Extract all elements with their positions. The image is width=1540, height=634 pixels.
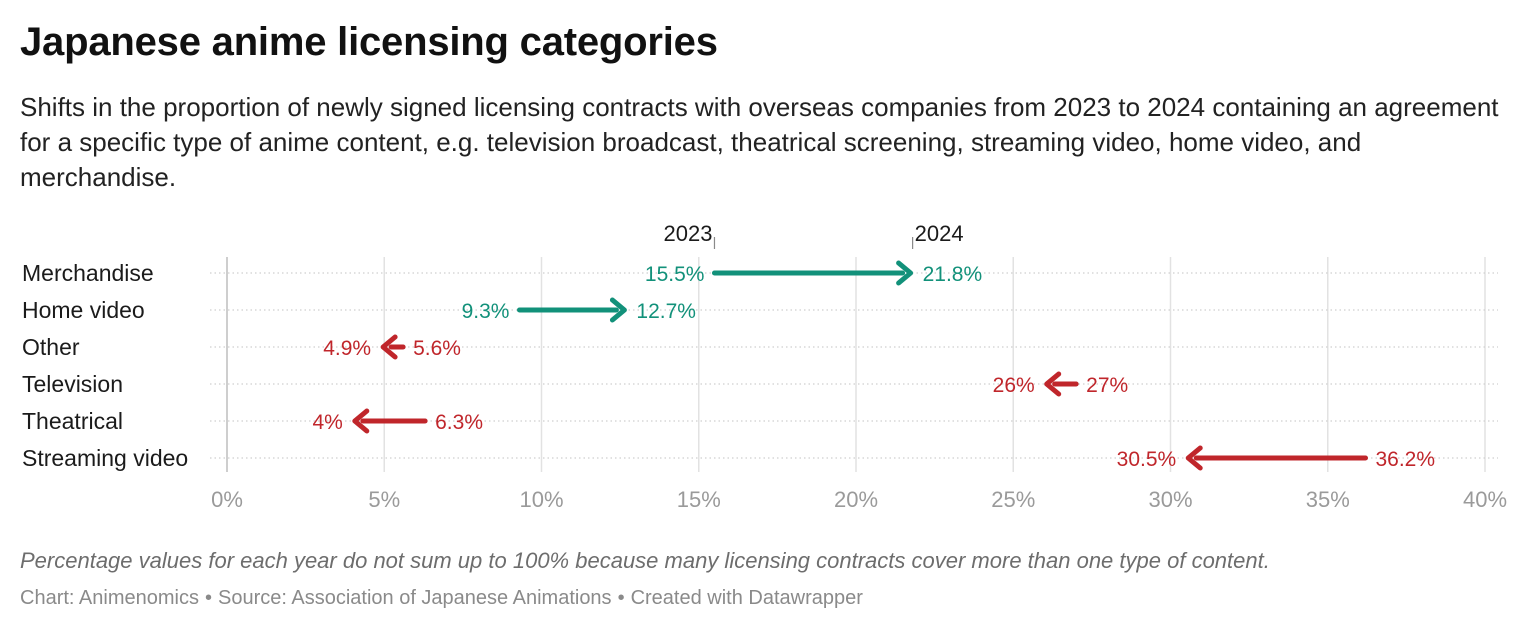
arrow-head bbox=[1044, 371, 1062, 397]
row-labels: Merchandise Home video Other Television Thea… bbox=[22, 260, 188, 471]
separator: • bbox=[617, 587, 625, 609]
x-tick-label: 20% bbox=[834, 487, 878, 512]
chart-subtitle: Shifts in the proportion of newly signed… bbox=[20, 92, 1499, 192]
arrow-head bbox=[609, 297, 627, 323]
x-tick-label: 10% bbox=[519, 487, 563, 512]
arrow-head bbox=[1185, 445, 1203, 471]
row-label: Other bbox=[22, 334, 80, 360]
x-axis-ticks: 0% 5% 10% 15% 20% 25% 30% 35% 40% bbox=[211, 487, 1507, 512]
arrow-head bbox=[352, 408, 370, 434]
value-label-2024: 12.7% bbox=[636, 300, 696, 323]
value-label-2024: 4.9% bbox=[323, 337, 371, 360]
source-credit: Source: Association of Japanese Animatio… bbox=[217, 587, 612, 609]
value-label-2024: 26% bbox=[993, 374, 1035, 397]
gridlines bbox=[210, 257, 1498, 472]
chart-credit: Chart: Animenomics bbox=[20, 587, 199, 609]
arrow-head bbox=[896, 260, 914, 286]
value-label-2024: 30.5% bbox=[1117, 448, 1177, 471]
row-label: Streaming video bbox=[22, 445, 188, 471]
tool-credit: Created with Datawrapper bbox=[630, 587, 863, 609]
value-label-2023: 36.2% bbox=[1375, 448, 1435, 471]
separator: • bbox=[204, 587, 212, 609]
value-label-2024: 4% bbox=[312, 411, 342, 434]
chart-footer: Chart: Animenomics • Source: Association o… bbox=[20, 587, 863, 610]
arrow-chart: Merchandise Home video Other Television Thea… bbox=[22, 221, 1507, 512]
chart-title: Japanese anime licensing categories bbox=[20, 20, 718, 64]
row-label: Merchandise bbox=[22, 260, 154, 286]
arrows bbox=[352, 260, 1368, 471]
x-tick-label: 30% bbox=[1148, 487, 1192, 512]
arrow-head bbox=[380, 334, 398, 360]
x-tick-label: 15% bbox=[677, 487, 721, 512]
value-label-2023: 9.3% bbox=[462, 300, 510, 323]
row-label: Home video bbox=[22, 297, 145, 323]
value-label-2023: 15.5% bbox=[645, 263, 705, 286]
chart-note: Percentage values for each year do not s… bbox=[20, 548, 1270, 573]
value-label-2023: 6.3% bbox=[435, 411, 483, 434]
series-label-2024: 2024 bbox=[915, 221, 964, 246]
x-tick-label: 0% bbox=[211, 487, 243, 512]
row-label: Theatrical bbox=[22, 408, 123, 434]
x-tick-label: 25% bbox=[991, 487, 1035, 512]
series-labels: 2023 2024 bbox=[664, 221, 964, 249]
value-label-2023: 27% bbox=[1086, 374, 1128, 397]
row-label: Television bbox=[22, 371, 123, 397]
x-tick-label: 35% bbox=[1306, 487, 1350, 512]
x-tick-label: 5% bbox=[368, 487, 400, 512]
value-label-2023: 5.6% bbox=[413, 337, 461, 360]
value-label-2024: 21.8% bbox=[923, 263, 983, 286]
value-labels: 15.5% 21.8% 9.3% 12.7% 5.6% 4.9% 27% 26% 6.3% 4% 3… bbox=[312, 263, 1435, 471]
series-label-2023: 2023 bbox=[664, 221, 713, 246]
x-tick-label: 40% bbox=[1463, 487, 1507, 512]
